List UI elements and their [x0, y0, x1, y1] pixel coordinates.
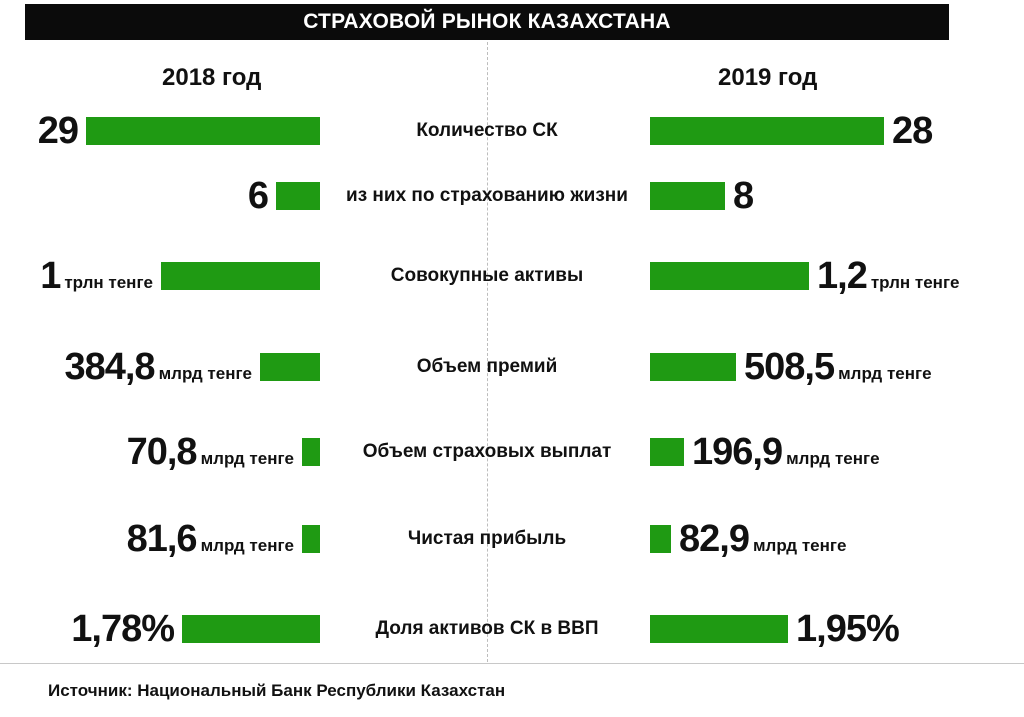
value-unit-2019: млрд тенге [752, 536, 847, 555]
value-number-2018: 29 [37, 110, 79, 152]
value-label-2019: 508,5 млрд тенге [744, 343, 932, 391]
value-number-2018: 70,8 [126, 431, 198, 473]
source-note: Источник: Национальный Банк Республики К… [48, 681, 506, 700]
value-label-2019: 82,9 млрд тенге [679, 515, 846, 563]
value-number-2019: 1,2 [817, 255, 868, 297]
year-label-right: 2019 год [718, 64, 818, 91]
value-label-2019: 1,95% [796, 605, 900, 653]
value-unit-2019: трлн тенге [870, 273, 960, 292]
year-label-left: 2018 год [162, 64, 262, 91]
metric-label: Доля активов СК в ВВП [375, 618, 599, 639]
bar-2018 [260, 353, 320, 381]
bar-2019 [650, 438, 684, 466]
value-label-2019: 8 [733, 172, 754, 220]
chart-title: СТРАХОВОЙ РЫНОК КАЗАХСТАНА [25, 4, 949, 40]
metric-label: Чистая прибыль [407, 528, 567, 549]
bar-2019 [650, 182, 725, 210]
value-unit-2018: млрд тенге [158, 364, 252, 383]
center-divider [487, 42, 488, 662]
value-label-2018: 81,6 млрд тенге [127, 515, 294, 563]
value-number-2018: 1 [40, 255, 61, 297]
bar-2018 [182, 615, 320, 643]
bar-2019 [650, 262, 809, 290]
value-number-2018: 384,8 [64, 346, 155, 388]
value-label-2019: 196,9 млрд тенге [692, 428, 880, 476]
metric-label: Объем страховых выплат [362, 441, 612, 462]
value-label-2018: 29 [37, 107, 79, 155]
value-number-2019: 8 [733, 175, 754, 217]
value-label-2018: 1,78% [71, 605, 175, 653]
value-label-2019: 1,2 трлн тенге [817, 252, 960, 300]
bar-2019 [650, 525, 671, 553]
value-label-2018: 6 [247, 172, 269, 220]
bar-2019 [650, 615, 788, 643]
value-unit-2018: трлн тенге [64, 273, 153, 292]
bar-2018 [302, 438, 320, 466]
bar-2019 [650, 353, 736, 381]
value-number-2019: 1,95% [796, 608, 900, 650]
value-number-2019: 28 [892, 110, 933, 152]
value-number-2018: 6 [247, 175, 269, 217]
bar-2018 [86, 117, 320, 145]
bar-2018 [302, 525, 320, 553]
metric-label: Количество СК [416, 120, 558, 141]
bar-2018 [161, 262, 320, 290]
value-label-2018: 1 трлн тенге [40, 252, 153, 300]
value-number-2019: 196,9 [692, 431, 783, 473]
value-number-2019: 82,9 [679, 518, 750, 560]
value-number-2018: 81,6 [126, 518, 198, 560]
value-label-2018: 70,8 млрд тенге [127, 428, 294, 476]
bar-2018 [276, 182, 320, 210]
value-number-2018: 1,78% [71, 608, 175, 650]
value-unit-2018: млрд тенге [200, 536, 294, 555]
value-unit-2019: млрд тенге [786, 449, 880, 468]
metric-label: Совокупные активы [390, 265, 584, 286]
metric-label: из них по страхованию жизни [346, 185, 628, 206]
value-unit-2019: млрд тенге [838, 364, 932, 383]
value-label-2019: 28 [892, 107, 933, 155]
value-unit-2018: млрд тенге [200, 449, 294, 468]
bottom-divider [0, 663, 1024, 664]
value-number-2019: 508,5 [744, 346, 835, 388]
metric-label: Объем премий [416, 356, 558, 377]
bar-2019 [650, 117, 884, 145]
value-label-2018: 384,8 млрд тенге [64, 343, 252, 391]
